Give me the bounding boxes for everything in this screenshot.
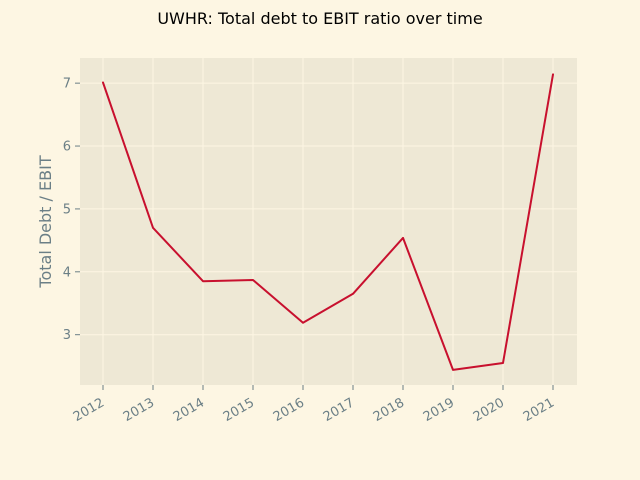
x-tick-label: 2016 [271,395,307,425]
chart-title: UWHR: Total debt to EBIT ratio over time [157,9,482,28]
x-tick-label: 2012 [71,395,107,425]
x-tick-label: 2013 [121,395,157,425]
x-tick-label: 2018 [371,395,407,425]
x-tick-label: 2019 [421,395,457,425]
grid [80,58,577,385]
x-tick-label: 2015 [221,395,257,425]
y-tick-label: 3 [63,328,71,343]
series-line [102,73,554,371]
y-tick-label: 5 [63,202,71,217]
x-tick-label: 2014 [171,395,207,425]
y-tick-label: 6 [63,140,71,155]
plot-area [80,58,577,385]
y-tick-label: 7 [63,77,71,92]
y-axis-label: Total Debt / EBIT [36,155,55,288]
x-tick-label: 2020 [471,395,507,425]
y-tick-label: 4 [63,265,71,280]
x-tick-label: 2021 [521,395,557,425]
x-tick-label: 2017 [321,395,357,425]
series [102,73,554,371]
